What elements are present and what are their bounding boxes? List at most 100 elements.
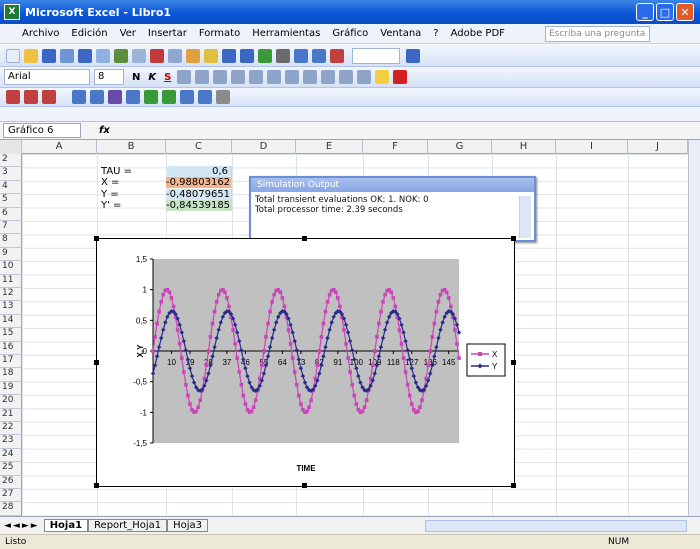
pdf-mail-icon[interactable] bbox=[24, 90, 38, 104]
fill-color-icon[interactable] bbox=[375, 70, 390, 84]
resize-handle[interactable] bbox=[511, 236, 516, 241]
copy-icon[interactable] bbox=[168, 48, 182, 63]
row-header[interactable]: 14 bbox=[0, 314, 22, 329]
borders-icon[interactable] bbox=[357, 70, 372, 84]
resize-handle[interactable] bbox=[94, 236, 99, 241]
sim-window-title[interactable]: Simulation Output bbox=[251, 178, 534, 192]
italic-button[interactable]: K bbox=[148, 71, 157, 83]
autosum-icon[interactable] bbox=[276, 48, 290, 63]
underline-button[interactable]: S bbox=[164, 71, 172, 83]
hyperlink-icon[interactable] bbox=[258, 48, 272, 63]
sim-scrollbar[interactable] bbox=[519, 196, 531, 238]
permission-icon[interactable] bbox=[60, 48, 74, 63]
select-all-corner[interactable] bbox=[0, 140, 22, 154]
menu-archivo[interactable]: Archivo bbox=[22, 28, 60, 39]
vertical-scrollbar[interactable] bbox=[688, 140, 700, 516]
menu-help[interactable]: ? bbox=[433, 28, 439, 39]
spelling-icon[interactable] bbox=[114, 48, 128, 63]
font-color-icon[interactable] bbox=[393, 70, 408, 84]
row-header[interactable]: 24 bbox=[0, 448, 22, 463]
row-header[interactable]: 25 bbox=[0, 462, 22, 476]
row-header[interactable]: 27 bbox=[0, 489, 22, 503]
chart-type-icon[interactable] bbox=[90, 90, 104, 104]
row-header[interactable]: 10 bbox=[0, 261, 22, 275]
decrease-decimal-icon[interactable] bbox=[321, 70, 336, 84]
menu-formato[interactable]: Formato bbox=[198, 28, 241, 39]
legend-icon[interactable] bbox=[108, 90, 122, 104]
column-header[interactable]: H bbox=[492, 140, 556, 154]
column-header[interactable]: A bbox=[22, 140, 97, 154]
column-header[interactable]: F bbox=[363, 140, 428, 154]
menu-herramientas[interactable]: Herramientas bbox=[252, 28, 321, 39]
minimize-button[interactable]: _ bbox=[636, 3, 654, 21]
tab-hoja3[interactable]: Hoja3 bbox=[167, 519, 209, 532]
row-header[interactable]: 16 bbox=[0, 341, 22, 355]
x-label[interactable]: X = bbox=[101, 177, 120, 188]
column-header[interactable]: B bbox=[97, 140, 166, 154]
resize-handle[interactable] bbox=[94, 483, 99, 488]
horizontal-scrollbar[interactable] bbox=[425, 520, 687, 532]
x-value[interactable]: -0,98803162 bbox=[166, 177, 232, 188]
resize-handle[interactable] bbox=[302, 483, 307, 488]
print-preview-icon[interactable] bbox=[96, 48, 110, 63]
row-header[interactable]: 13 bbox=[0, 301, 22, 315]
name-box[interactable]: Gráfico 6 bbox=[3, 123, 81, 138]
yp-label[interactable]: Y' = bbox=[101, 200, 122, 211]
resize-handle[interactable] bbox=[511, 483, 516, 488]
format-axis-icon[interactable] bbox=[198, 90, 212, 104]
row-header[interactable]: 26 bbox=[0, 475, 22, 489]
ask-question-input[interactable]: Escriba una pregunta bbox=[545, 26, 650, 42]
chart-svg[interactable]: 1,5 1 0,5 0 -0,5 -1 -1,5 10 19 28 37 46 55 64 73 82 91 10… bbox=[97, 239, 514, 486]
row-header[interactable]: 4 bbox=[0, 180, 22, 195]
menu-edicion[interactable]: Edición bbox=[71, 28, 108, 39]
print-icon[interactable] bbox=[78, 48, 92, 63]
row-header[interactable]: 6 bbox=[0, 207, 22, 221]
row-header[interactable]: 22 bbox=[0, 422, 22, 436]
increase-decimal-icon[interactable] bbox=[303, 70, 318, 84]
column-header[interactable]: G bbox=[428, 140, 492, 154]
close-button[interactable]: ✕ bbox=[676, 3, 694, 21]
tab-nav-arrows-icon[interactable]: ◄◄►► bbox=[4, 520, 40, 531]
chart-object[interactable]: 1,5 1 0,5 0 -0,5 -1 -1,5 10 19 28 37 46 55 64 73 82 91 10… bbox=[94, 236, 516, 488]
fx-icon[interactable]: fx bbox=[99, 125, 110, 136]
tau-label[interactable]: TAU = bbox=[101, 166, 133, 177]
tau-value[interactable]: 0,6 bbox=[166, 166, 232, 177]
row-header[interactable]: 15 bbox=[0, 328, 22, 342]
row-header[interactable]: 7 bbox=[0, 221, 22, 235]
bold-button[interactable]: N bbox=[132, 71, 141, 83]
tab-hoja1[interactable]: Hoja1 bbox=[43, 519, 89, 532]
drawing-icon[interactable] bbox=[330, 48, 344, 63]
row-header[interactable]: 8 bbox=[0, 234, 22, 248]
menu-ventana[interactable]: Ventana bbox=[380, 28, 422, 39]
row-header[interactable]: 2 bbox=[0, 154, 22, 168]
maximize-button[interactable]: □ bbox=[656, 3, 674, 21]
row-header[interactable]: 5 bbox=[0, 194, 22, 208]
help-icon[interactable] bbox=[406, 48, 420, 63]
percent-icon[interactable] bbox=[267, 70, 282, 84]
column-header[interactable]: I bbox=[556, 140, 628, 154]
menu-adobe-pdf[interactable]: Adobe PDF bbox=[450, 28, 505, 39]
save-icon[interactable] bbox=[42, 48, 56, 63]
column-header[interactable]: E bbox=[296, 140, 363, 154]
row-header[interactable]: 12 bbox=[0, 288, 22, 302]
merge-center-icon[interactable] bbox=[231, 70, 246, 84]
menu-insertar[interactable]: Insertar bbox=[147, 28, 187, 39]
row-header[interactable]: 21 bbox=[0, 408, 22, 422]
row-header[interactable]: 19 bbox=[0, 381, 22, 396]
row-header[interactable]: 28 bbox=[0, 502, 22, 516]
currency-icon[interactable] bbox=[249, 70, 264, 84]
y-value[interactable]: -0,48079651 bbox=[166, 189, 232, 200]
indent-icon[interactable] bbox=[339, 70, 354, 84]
euro-icon[interactable] bbox=[285, 70, 300, 84]
angle-text-icon[interactable] bbox=[180, 90, 194, 104]
by-row-icon[interactable] bbox=[144, 90, 158, 104]
pdf-review-icon[interactable] bbox=[42, 90, 56, 104]
open-icon[interactable] bbox=[24, 48, 38, 63]
font-name-combo[interactable]: Arial bbox=[4, 69, 90, 85]
paste-icon[interactable] bbox=[186, 48, 200, 63]
sort-icon[interactable] bbox=[294, 48, 308, 63]
row-header[interactable]: 9 bbox=[0, 247, 22, 262]
simulation-output-window[interactable]: Simulation Output Total transient evalua… bbox=[249, 176, 536, 242]
column-header[interactable]: D bbox=[232, 140, 296, 154]
row-header[interactable]: 23 bbox=[0, 435, 22, 449]
